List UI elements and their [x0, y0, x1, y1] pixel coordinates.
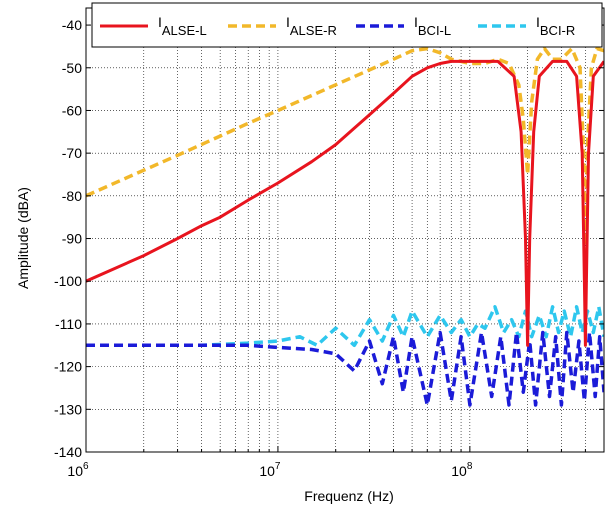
y-tick-label: -50 [62, 60, 82, 76]
legend-label-bci-r: IBCI-R [536, 14, 575, 38]
y-tick-label: -60 [62, 102, 82, 118]
y-tick-label: -130 [54, 401, 82, 417]
legend-box [91, 2, 603, 48]
series-line-bci-l [86, 330, 604, 407]
y-tick-label: -80 [62, 188, 82, 204]
series-line-alse-l [86, 59, 604, 347]
series-line-alse-r [86, 46, 604, 262]
y-tick-label: -110 [55, 316, 82, 332]
y-tick-label: -140 [54, 444, 82, 460]
x-tick-label: 107 [259, 461, 281, 479]
legend-label-alse-l: IALSE-L [158, 14, 207, 38]
y-tick-label: -70 [62, 145, 82, 161]
legend-label-bci-l: IBCI-L [414, 14, 451, 38]
grid [85, 8, 605, 453]
y-axis-label: Amplitude (dBA) [15, 187, 31, 289]
y-tick-label: -120 [54, 359, 82, 375]
x-tick-label: 108 [451, 461, 473, 479]
ticks: -140 -130 -120 -110 -100 -90 -80 -70 -60 -50 -40 10… [54, 8, 605, 479]
x-axis-label: Frequenz (Hz) [304, 488, 393, 504]
y-tick-label: -100 [54, 273, 82, 289]
y-tick-label: -90 [62, 231, 82, 247]
series-line-bci-r [86, 305, 604, 348]
series-layer [86, 46, 604, 407]
legend: IALSE-L IALSE-R IBCI-L IBCI-R [91, 2, 603, 48]
legend-label-alse-r: IALSE-R [286, 14, 337, 38]
y-tick-label: -40 [62, 17, 82, 33]
x-tick-label: 106 [67, 461, 89, 479]
